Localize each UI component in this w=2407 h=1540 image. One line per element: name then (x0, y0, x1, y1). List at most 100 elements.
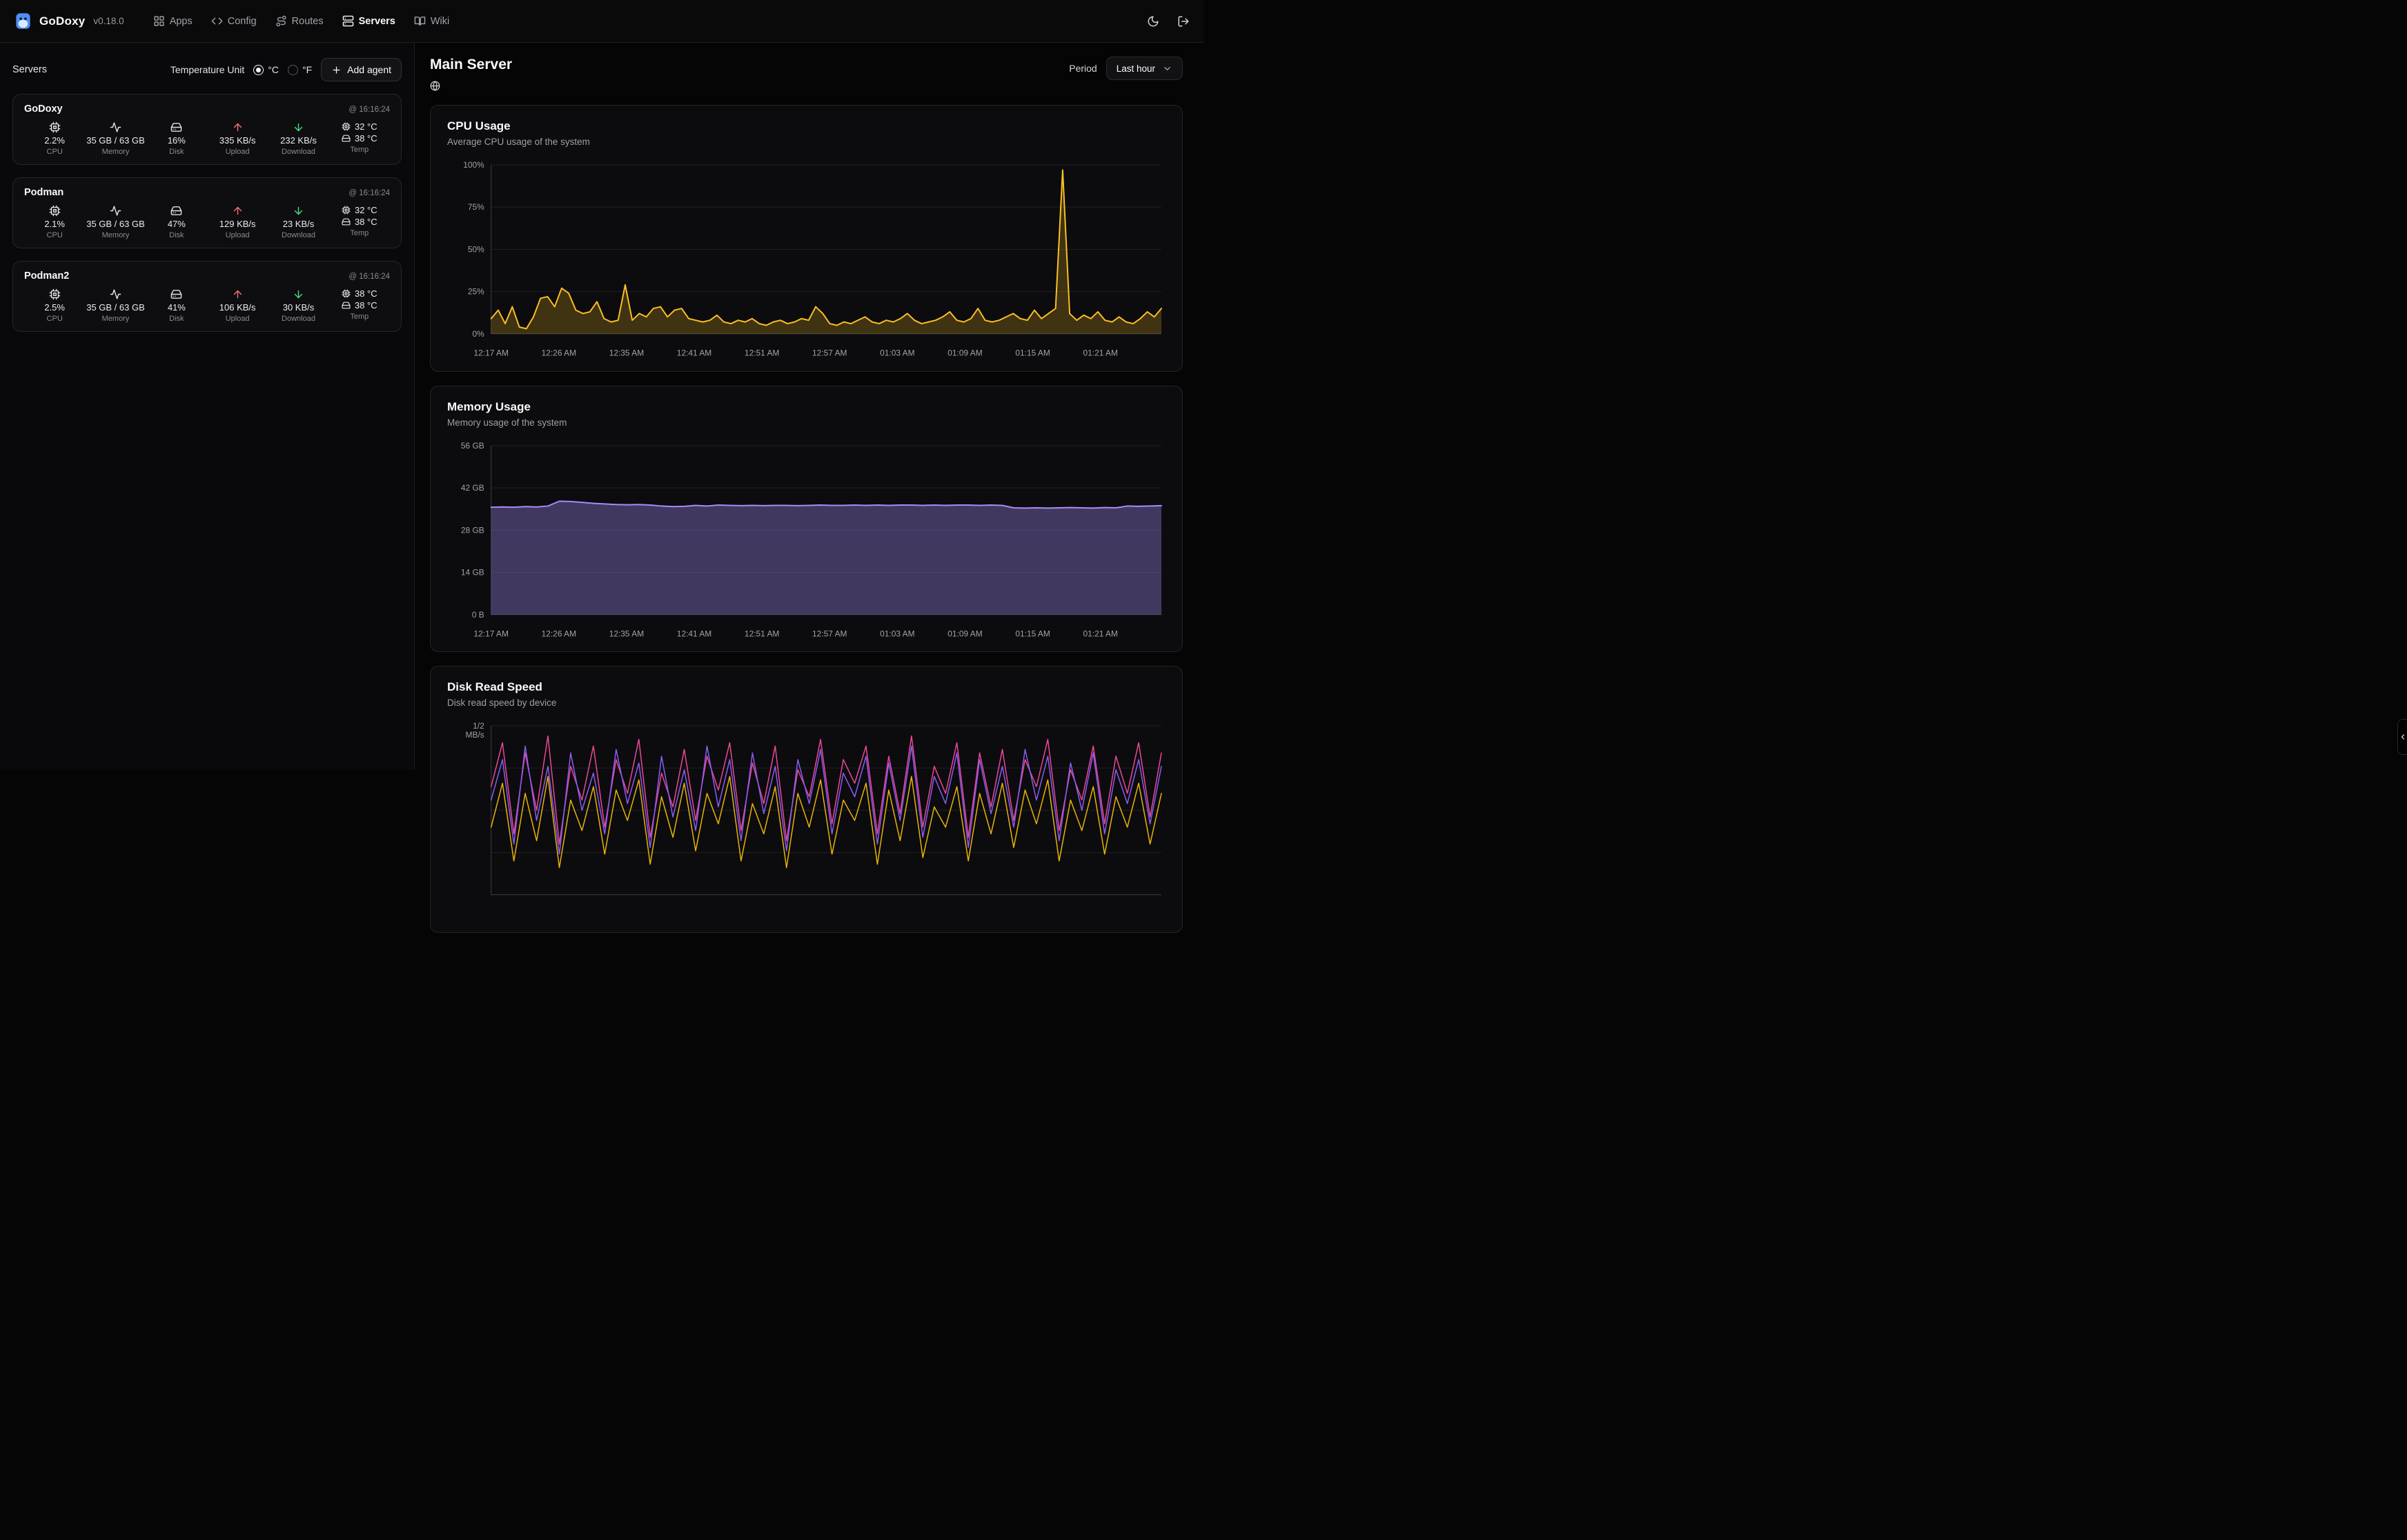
celsius-radio[interactable]: °C (253, 64, 279, 75)
hard-drive-icon (342, 134, 351, 143)
server-timestamp: @ 16:16:24 (348, 273, 390, 281)
arrow-up-icon (232, 121, 244, 133)
nav-item-config[interactable]: Config (211, 15, 257, 27)
download-value: 30 KB/s (282, 302, 315, 313)
top-navbar: GoDoxy v0.18.0 Apps Config Routes Server… (0, 0, 1204, 43)
svg-text:0%: 0% (472, 329, 484, 339)
logout-icon[interactable] (1177, 15, 1190, 28)
svg-text:25%: 25% (468, 287, 484, 297)
memory-value: 35 GB / 63 GB (86, 135, 145, 146)
grid-icon (154, 16, 164, 26)
svg-text:01:09 AM: 01:09 AM (947, 348, 982, 358)
period-value: Last hour (1116, 63, 1155, 74)
cpu-value: 2.5% (44, 302, 65, 313)
nav-label-apps: Apps (169, 15, 193, 27)
svg-text:100%: 100% (463, 160, 484, 170)
disk-label: Disk (169, 148, 184, 156)
temp-disk-value: 38 °C (354, 300, 377, 310)
download-label: Download (282, 148, 315, 156)
memory-value: 35 GB / 63 GB (86, 302, 145, 313)
svg-text:01:15 AM: 01:15 AM (1015, 348, 1050, 358)
drawer-collapse-handle[interactable] (2397, 719, 2407, 755)
disk-read-speed-chart: 1/2 MB/s (466, 721, 1162, 896)
temp-disk-value: 38 °C (354, 217, 377, 227)
svg-text:28 GB: 28 GB (461, 525, 484, 535)
upload-label: Upload (225, 148, 250, 156)
memory-label: Memory (101, 231, 130, 239)
temp-cpu-value: 38 °C (354, 288, 377, 299)
navbar-actions (1147, 15, 1190, 28)
stat-download: 232 KB/s Download (268, 121, 328, 156)
upload-label: Upload (225, 315, 250, 323)
server-card-podman2[interactable]: Podman2 @ 16:16:24 2.5% CPU 35 GB / 63 G… (12, 261, 402, 332)
stat-download: 23 KB/s Download (268, 205, 328, 239)
temp-label: Temp (350, 313, 369, 321)
nav-item-wiki[interactable]: Wiki (414, 15, 449, 27)
period-label: Period (1069, 63, 1097, 74)
server-card-godoxy[interactable]: GoDoxy @ 16:16:24 2.2% CPU 35 GB / 63 GB… (12, 94, 402, 165)
temp-disk-value: 38 °C (354, 133, 377, 144)
fahrenheit-label: °F (302, 64, 313, 75)
book-icon (414, 17, 426, 26)
svg-text:12:41 AM: 12:41 AM (677, 348, 711, 358)
svg-text:56 GB: 56 GB (461, 441, 484, 451)
memory-value: 35 GB / 63 GB (86, 219, 145, 229)
servers-panel: Servers Temperature Unit °C °F Add agent (0, 43, 415, 770)
upload-label: Upload (225, 231, 250, 239)
svg-text:12:41 AM: 12:41 AM (677, 629, 711, 638)
main-nav: Apps Config Routes Servers Wiki (153, 15, 449, 27)
svg-text:1/2MB/s: 1/2 MB/s (466, 721, 485, 740)
server-name: GoDoxy (24, 103, 63, 115)
download-label: Download (282, 315, 315, 323)
memory-label: Memory (101, 148, 130, 156)
svg-text:12:35 AM: 12:35 AM (609, 348, 644, 358)
arrow-up-icon (232, 205, 244, 217)
route-icon (276, 15, 286, 27)
temp-label: Temp (350, 146, 369, 154)
svg-text:12:17 AM: 12:17 AM (473, 348, 508, 358)
hard-drive-icon (170, 205, 182, 217)
nav-item-servers[interactable]: Servers (342, 15, 395, 27)
brand-name: GoDoxy (39, 14, 86, 28)
stat-cpu: 2.5% CPU (24, 288, 85, 323)
memory-label: Memory (101, 315, 130, 323)
nav-label-config: Config (227, 15, 257, 27)
cpu-value: 2.2% (44, 135, 65, 146)
download-label: Download (282, 231, 315, 239)
svg-text:75%: 75% (468, 202, 484, 212)
activity-icon (110, 121, 121, 133)
chevron-left-icon (2401, 734, 2404, 740)
svg-text:01:03 AM: 01:03 AM (880, 629, 914, 638)
nav-item-routes[interactable]: Routes (275, 15, 324, 27)
svg-text:0 B: 0 B (472, 609, 484, 619)
cpu-label: CPU (46, 315, 63, 323)
moon-icon[interactable] (1147, 15, 1159, 28)
svg-text:42 GB: 42 GB (461, 483, 484, 493)
svg-text:01:09 AM: 01:09 AM (947, 629, 982, 638)
radio-celsius-icon (253, 64, 264, 75)
hard-drive-icon (170, 288, 182, 300)
fahrenheit-radio[interactable]: °F (288, 64, 312, 75)
stat-download: 30 KB/s Download (268, 288, 328, 323)
svg-text:01:21 AM: 01:21 AM (1083, 629, 1117, 638)
cpu-icon (342, 122, 351, 131)
chart-subtitle: Memory usage of the system (447, 417, 567, 428)
page-title: Main Server (430, 57, 513, 72)
upload-value: 106 KB/s (219, 302, 256, 313)
add-agent-button[interactable]: Add agent (321, 58, 402, 81)
svg-text:12:51 AM: 12:51 AM (745, 629, 779, 638)
svg-text:01:03 AM: 01:03 AM (880, 348, 914, 358)
code-icon (211, 17, 223, 25)
godoxy-logo-icon (16, 13, 30, 29)
nav-item-apps[interactable]: Apps (153, 15, 193, 27)
server-card-podman[interactable]: Podman @ 16:16:24 2.1% CPU 35 GB / 63 GB… (12, 177, 402, 248)
memory-usage-card: Memory Usage Memory usage of the system … (430, 385, 1183, 653)
stat-temp: 32 °C 38 °C Temp (329, 121, 390, 156)
svg-text:01:15 AM: 01:15 AM (1015, 629, 1050, 638)
period-select[interactable]: Last hour (1106, 57, 1183, 80)
stat-cpu: 2.2% CPU (24, 121, 85, 156)
chart-subtitle: Disk read speed by device (447, 698, 557, 709)
chart-title: CPU Usage (447, 119, 511, 132)
stat-cpu: 2.1% CPU (24, 205, 85, 239)
cpu-usage-card: CPU Usage Average CPU usage of the syste… (430, 105, 1183, 372)
